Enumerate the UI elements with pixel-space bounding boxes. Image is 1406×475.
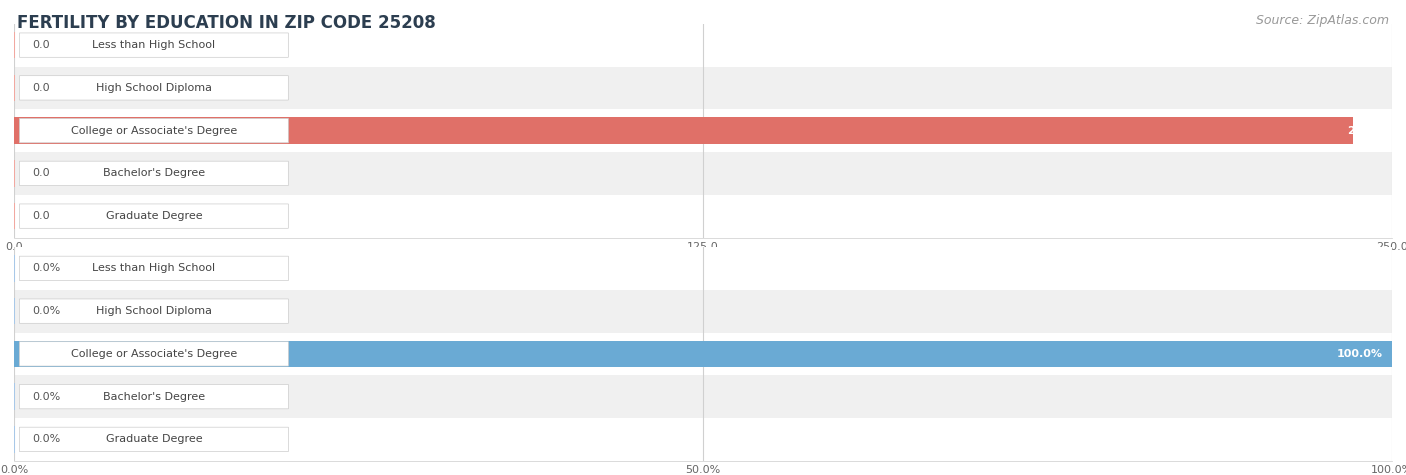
Text: High School Diploma: High School Diploma bbox=[96, 306, 212, 316]
FancyBboxPatch shape bbox=[20, 256, 288, 281]
Bar bbox=[14, 24, 1392, 66]
Bar bbox=[14, 375, 1392, 418]
Bar bbox=[14, 418, 1392, 461]
Bar bbox=[14, 109, 1392, 152]
Text: Bachelor's Degree: Bachelor's Degree bbox=[103, 391, 205, 402]
Text: 243.0: 243.0 bbox=[1347, 125, 1382, 136]
Text: FERTILITY BY EDUCATION IN ZIP CODE 25208: FERTILITY BY EDUCATION IN ZIP CODE 25208 bbox=[17, 14, 436, 32]
FancyBboxPatch shape bbox=[20, 204, 288, 228]
FancyBboxPatch shape bbox=[20, 118, 288, 143]
FancyBboxPatch shape bbox=[20, 33, 288, 57]
Text: 0.0: 0.0 bbox=[32, 211, 49, 221]
Bar bbox=[14, 117, 1354, 144]
Text: 0.0%: 0.0% bbox=[32, 263, 60, 274]
Text: 0.0%: 0.0% bbox=[32, 391, 60, 402]
Text: 0.0%: 0.0% bbox=[32, 434, 60, 445]
FancyBboxPatch shape bbox=[20, 384, 288, 409]
Text: Less than High School: Less than High School bbox=[93, 40, 215, 50]
Text: Graduate Degree: Graduate Degree bbox=[105, 211, 202, 221]
FancyBboxPatch shape bbox=[20, 342, 288, 366]
FancyBboxPatch shape bbox=[20, 299, 288, 323]
Bar bbox=[14, 66, 1392, 109]
Text: Graduate Degree: Graduate Degree bbox=[105, 434, 202, 445]
Text: College or Associate's Degree: College or Associate's Degree bbox=[70, 125, 238, 136]
Text: 0.0: 0.0 bbox=[32, 83, 49, 93]
Text: Bachelor's Degree: Bachelor's Degree bbox=[103, 168, 205, 179]
Text: 0.0: 0.0 bbox=[32, 40, 49, 50]
Text: Source: ZipAtlas.com: Source: ZipAtlas.com bbox=[1256, 14, 1389, 27]
Text: 0.0: 0.0 bbox=[32, 168, 49, 179]
Bar bbox=[14, 152, 1392, 195]
Bar bbox=[14, 290, 1392, 332]
Text: High School Diploma: High School Diploma bbox=[96, 83, 212, 93]
Text: College or Associate's Degree: College or Associate's Degree bbox=[70, 349, 238, 359]
Text: 0.0%: 0.0% bbox=[32, 306, 60, 316]
FancyBboxPatch shape bbox=[20, 76, 288, 100]
Bar bbox=[14, 341, 1392, 367]
Bar bbox=[14, 247, 1392, 290]
Text: 100.0%: 100.0% bbox=[1336, 349, 1382, 359]
Bar bbox=[14, 195, 1392, 238]
FancyBboxPatch shape bbox=[20, 427, 288, 452]
Text: Less than High School: Less than High School bbox=[93, 263, 215, 274]
FancyBboxPatch shape bbox=[20, 161, 288, 186]
Bar bbox=[14, 332, 1392, 375]
